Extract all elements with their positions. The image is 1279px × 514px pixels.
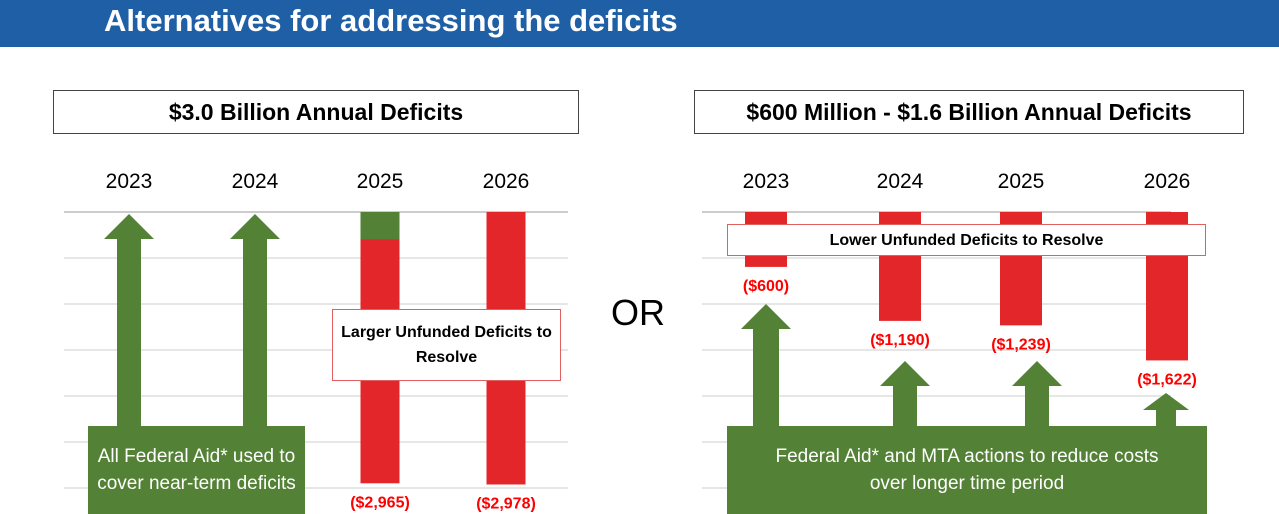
deficit-data-label: ($1,239) xyxy=(991,336,1051,353)
or-label: OR xyxy=(611,292,665,333)
up-arrow-icon xyxy=(104,214,154,430)
left-chart-title: $3.0 Billion Annual Deficits xyxy=(53,90,579,134)
header-bar: Alternatives for addressing the deficits xyxy=(0,0,1279,47)
year-label: 2026 xyxy=(483,170,530,193)
all-federal-aid-box: All Federal Aid* used to cover near-term… xyxy=(88,426,305,514)
deficit-data-label: ($1,622) xyxy=(1137,371,1197,388)
up-arrow-icon xyxy=(1143,393,1189,430)
year-label: 2024 xyxy=(877,170,924,193)
deficit-data-label: ($2,978) xyxy=(476,495,536,512)
year-label: 2023 xyxy=(106,170,153,193)
right-chart-title: $600 Million - $1.6 Billion Annual Defic… xyxy=(694,90,1244,134)
year-label: 2024 xyxy=(232,170,279,193)
up-arrow-icon xyxy=(230,214,280,430)
federal-aid-mta-box: Federal Aid* and MTA actions to reduce c… xyxy=(727,426,1207,514)
page-title: Alternatives for addressing the deficits xyxy=(104,3,678,38)
year-label: 2023 xyxy=(743,170,790,193)
year-label: 2025 xyxy=(998,170,1045,193)
up-arrow-icon xyxy=(741,304,791,430)
aid-covered-segment xyxy=(360,212,400,240)
larger-deficits-note: Larger Unfunded Deficits to Resolve xyxy=(332,309,561,381)
deficit-data-label: ($1,190) xyxy=(870,332,930,349)
year-label: 2026 xyxy=(1144,170,1191,193)
up-arrow-icon xyxy=(1012,361,1062,430)
deficit-data-label: ($600) xyxy=(743,278,789,295)
deficit-data-label: ($2,965) xyxy=(350,494,410,511)
year-label: 2025 xyxy=(357,170,404,193)
lower-deficits-note: Lower Unfunded Deficits to Resolve xyxy=(727,224,1206,256)
up-arrow-icon xyxy=(880,361,930,430)
